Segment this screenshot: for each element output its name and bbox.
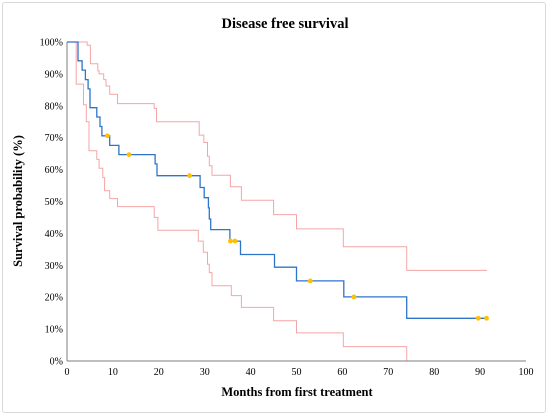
x-tick-label: 30 [200,367,210,378]
y-tick-label: 90% [45,69,63,80]
censor-marker [126,152,132,158]
chart-title: Disease free survival [222,16,349,32]
lower-ci-curve [67,41,487,362]
y-tick-label: 30% [45,261,63,272]
x-tick-label: 100 [519,367,534,378]
upper-ci-curve [67,41,487,271]
censor-marker [307,278,313,284]
censor-marker [484,315,489,321]
x-tick-label: 0 [65,367,70,378]
x-axis-label: Months from first treatment [221,385,373,399]
censor-marker [104,133,110,139]
censor-marker [232,238,238,244]
x-tick-label: 60 [337,367,347,378]
y-tick-label: 60% [45,165,63,176]
y-tick-label: 50% [45,197,63,208]
x-tick-label: 10 [108,367,118,378]
x-tick-label: 50 [292,367,302,378]
x-tick-label: 90 [475,367,485,378]
y-tick-label: 80% [45,101,63,112]
censor-markers [104,133,489,321]
y-tick-label: 100% [40,38,63,49]
censor-marker [351,294,357,300]
y-axis-label: Survival probability (%) [11,135,25,267]
plot-lines [67,41,487,362]
x-tick-label: 40 [246,367,256,378]
y-tick-label: 10% [45,325,63,336]
y-tick-label: 20% [45,293,63,304]
y-tick-labels: 0% 10% 20% 30% 40% 50% 60% 70% 80% 90% 100% [40,38,63,368]
x-tick-label: 70 [383,367,393,378]
censor-marker [228,238,233,244]
x-tick-label: 80 [429,367,439,378]
survival-curve [67,41,487,319]
y-tick-label: 40% [45,229,63,240]
censor-marker [475,315,481,321]
censor-marker [187,173,192,179]
x-tick-labels: 0 10 20 30 40 50 60 70 80 90 100 [65,367,534,378]
x-tick-label: 20 [154,367,164,378]
y-tick-label: 0% [50,357,63,368]
y-tick-label: 70% [45,133,63,144]
